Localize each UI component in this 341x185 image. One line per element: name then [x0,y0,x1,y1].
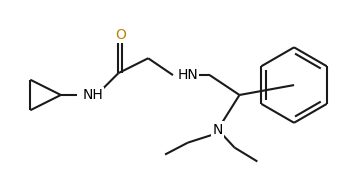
Text: N: N [212,123,223,137]
Text: O: O [115,28,126,42]
Text: HN: HN [178,68,199,82]
Text: NH: NH [83,88,103,102]
